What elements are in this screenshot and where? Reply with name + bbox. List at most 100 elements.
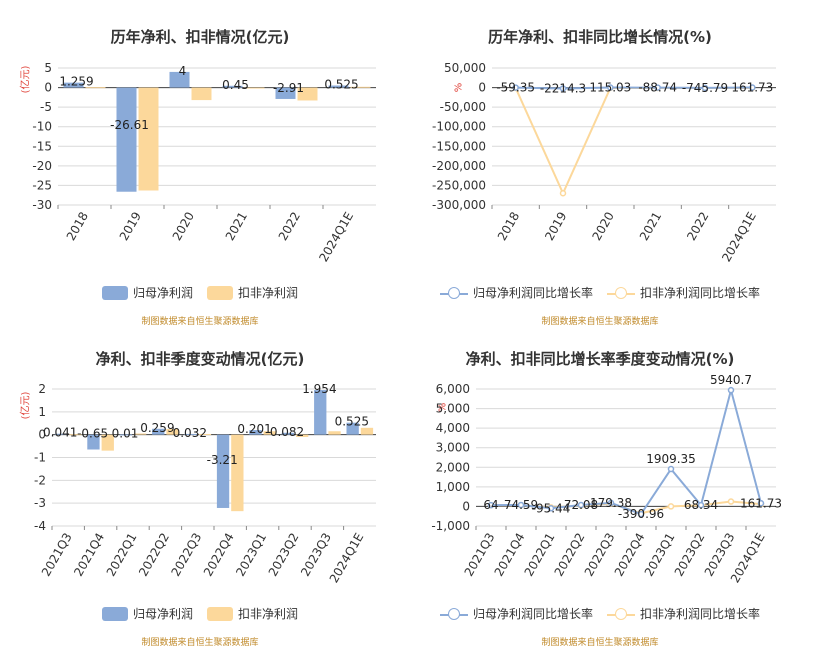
panel-annual-growth: 历年净利、扣非同比增长情况(%) % 50,000 0 -50,000 -100,00… <box>400 0 800 330</box>
legend: 归母净利润同比增长率 扣非净利润同比增长率 <box>400 605 800 622</box>
legend-item-series-1[interactable]: 归母净利润 <box>101 605 193 622</box>
data-label: -26.61 <box>110 118 149 132</box>
legend-item-series-2[interactable]: 扣非净利润同比增长率 <box>607 284 760 301</box>
line-point <box>607 499 615 507</box>
data-label: 0.525 <box>324 78 358 92</box>
data-label: 0.525 <box>335 415 369 429</box>
y-tick-label: 1,000 <box>436 480 470 494</box>
data-label: 68.34 <box>684 498 718 512</box>
legend: 归母净利润 扣非净利润 <box>0 284 400 301</box>
y-tick-label: 5,000 <box>436 402 470 416</box>
chart-quarterly-growth: 6,0005,0004,0003,0002,0001,0000-1,000202… <box>431 373 782 585</box>
data-label: -59.35 <box>496 81 535 95</box>
data-label: 0.45 <box>222 78 249 92</box>
data-label: -745.79 <box>682 81 728 95</box>
legend-label: 扣非净利润 <box>238 286 299 300</box>
y-tick-label: 5 <box>44 61 52 75</box>
line-point <box>757 500 765 507</box>
y-tick-label: -100,000 <box>432 120 486 134</box>
x-tick-label: 2021Q3 <box>39 531 75 579</box>
data-label: 1.259 <box>59 75 93 89</box>
data-label: -0.65 <box>77 427 108 441</box>
y-tick-label: -5 <box>40 100 52 114</box>
legend-item-series-2[interactable]: 扣非净利润 <box>207 284 298 301</box>
line-point <box>749 84 756 91</box>
bar-series-1 <box>314 390 327 435</box>
y-tick-label: -10 <box>32 120 52 134</box>
y-tick-label: 2,000 <box>436 460 470 474</box>
x-tick-label: 2022Q4 <box>201 531 237 579</box>
bar-series-1 <box>116 87 137 192</box>
legend-label: 归母净利润 <box>132 607 193 621</box>
bar-series-2 <box>350 86 371 88</box>
x-tick-label: 2022Q2 <box>136 531 172 579</box>
data-label: 0.01 <box>112 426 139 440</box>
data-label: -2.91 <box>273 81 304 95</box>
line-point <box>727 498 735 505</box>
bar-series-2 <box>360 427 374 435</box>
x-tick-label: 2020 <box>590 210 617 243</box>
x-tick-label: 2021Q4 <box>71 531 107 579</box>
legend-swatch <box>207 285 233 300</box>
line-point <box>727 386 735 394</box>
legend-label: 扣非净利润 <box>238 607 299 621</box>
legend-label: 归母净利润同比增长率 <box>472 286 593 300</box>
line-point <box>559 190 567 197</box>
x-tick-label: 2019 <box>542 210 569 243</box>
legend: 归母净利润 扣非净利润 <box>0 605 400 622</box>
legend-label: 归母净利润同比增长率 <box>472 607 593 621</box>
line-series-2 <box>514 86 753 196</box>
data-label: 64 <box>483 498 498 512</box>
line-point <box>637 510 645 518</box>
legend-item-series-1[interactable]: 归母净利润同比增长率 <box>439 284 593 301</box>
x-tick-label: 2022 <box>276 210 303 243</box>
line-point <box>577 501 585 509</box>
bar-series-1 <box>328 85 349 88</box>
legend-swatch <box>101 606 128 621</box>
y-tick-label: -30 <box>32 198 52 212</box>
bar-series-1 <box>54 433 68 435</box>
y-tick-label: 50,000 <box>444 61 486 75</box>
line-point <box>697 501 705 509</box>
x-tick-label: 2024Q1E <box>719 210 759 265</box>
y-tick-label: -250,000 <box>432 178 486 192</box>
x-tick-label: 2022Q3 <box>168 531 204 579</box>
legend-swatch <box>607 607 635 621</box>
bar-series-2 <box>101 434 114 451</box>
x-tick-label: 2018 <box>495 210 522 243</box>
data-label: -88.74 <box>638 81 677 95</box>
y-tick-label: 0 <box>478 81 486 95</box>
bar-series-2 <box>244 87 265 89</box>
y-tick-label: -50,000 <box>440 100 486 114</box>
legend-item-series-2[interactable]: 扣非净利润 <box>207 605 298 622</box>
line-point <box>701 84 709 92</box>
y-tick-label: -3 <box>34 496 46 510</box>
line-point <box>667 503 675 510</box>
data-label: 74.59 <box>504 498 538 512</box>
y-tick-label: 4,000 <box>436 421 470 435</box>
x-tick-label: 2018 <box>64 210 91 243</box>
bar-series-2 <box>166 428 179 435</box>
panel-annual-profit: 历年净利、扣非情况(亿元) (亿元) 5 0 -5 -10 -15 -20 -25 -30 20… <box>0 0 400 330</box>
legend-item-series-1[interactable]: 归母净利润同比增长率 <box>439 605 593 622</box>
x-tick-label: 2019 <box>117 210 144 243</box>
y-tick-label: 3,000 <box>436 441 470 455</box>
y-tick-label: 0 <box>44 81 52 95</box>
chart-title: 净利、扣非季度变动情况(亿元) <box>95 350 305 368</box>
y-tick-label: 0 <box>38 428 46 442</box>
y-tick-label: 6,000 <box>436 382 470 396</box>
legend-item-series-1[interactable]: 归母净利润 <box>101 284 193 301</box>
y-tick-label: -2 <box>34 473 46 487</box>
chart-quarterly-profit: 210-1-2-3-42021Q32021Q42022Q12022Q22022Q… <box>34 382 376 585</box>
y-tick-label: -1,000 <box>431 519 470 533</box>
data-label: 1909.35 <box>646 452 696 466</box>
x-tick-label: 2022 <box>684 210 711 243</box>
line-series-1 <box>490 386 762 516</box>
bar-series-1 <box>63 82 84 88</box>
data-label: 5940.7 <box>710 373 752 387</box>
bar-series-2 <box>263 431 276 435</box>
bar-series-1 <box>275 87 296 99</box>
x-tick-label: 2024Q1E <box>316 210 356 265</box>
bar-series-2 <box>328 431 341 435</box>
legend-item-series-2[interactable]: 扣非净利润同比增长率 <box>607 605 760 622</box>
